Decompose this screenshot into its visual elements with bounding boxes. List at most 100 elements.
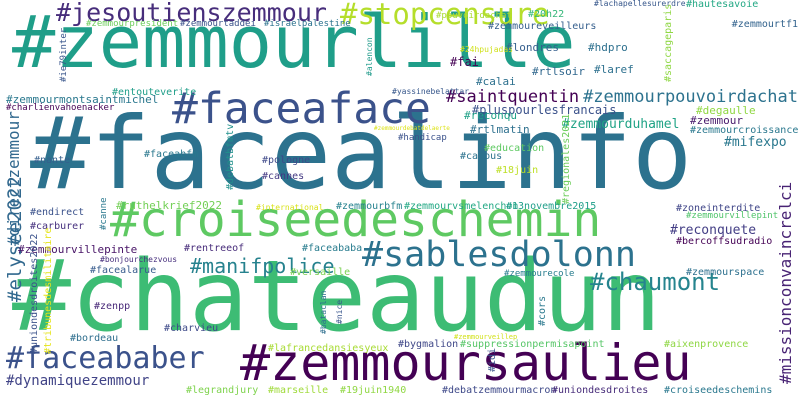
word-mifexpo: #mifexpo [724,135,787,150]
word-laref: #laref [594,63,634,76]
word-bercoffsudradio: #bercoffsudradio [676,236,773,247]
word-zemmour: #zemmour [690,114,743,127]
word-13novembre2015: #13novembre2015 [506,201,597,212]
word-zemmourdebatdelaerte: #zemmourdebatdelaerte [374,125,450,132]
word-zemmoureveilleurs: #zemmoureveilleurs [488,21,597,32]
word-tribunesdesmilitaire: #tribunesdesmilitaire [43,227,54,354]
word-education: #education [484,143,545,154]
word-pologne: #pologne [262,155,311,166]
word-faceababa: #faceababa [302,243,363,254]
word-reconqu: #reconqu [464,109,517,122]
word-zemmourcroissance: #zemmourcroissance [690,125,799,136]
word-sablesdolonn: #sablesdolonn [362,235,636,275]
word-chaumont: #chaumont [590,268,721,296]
word-facealarue: #facealarue [90,265,157,276]
word-jesoutienszemmour: #jesoutienszemmour [56,0,327,27]
word-londres: #londres [506,41,559,54]
word-croiseedeschemins: #croiseedeschemins [664,385,773,396]
word-charvieu: #charvieu [164,323,219,334]
word-zemmourpouvoirdachat: #zemmourpouvoirdachat [583,87,798,107]
word-ie79inter: #ie79inter [59,27,69,82]
word-zoneinterdite: #zoneinterdite [676,203,761,214]
word-international: #international [256,203,324,212]
word-zemmourtf1: #zemmourtf1 [731,19,798,30]
word-missionconvaincrelci: #missionconvaincrelci [776,181,795,384]
word-zemmourbfm: #zemmourbfm [336,201,403,212]
word-manifpolice: #manifpolice [190,254,335,278]
word-lafrancedansiesyeux: #lafrancedansiesyeux [268,343,389,354]
word-19juin1940: #19juin1940 [340,385,407,396]
word-handicap: #handicap [398,133,447,143]
word-faceabfm: #faceabfm [144,149,199,160]
word-hdpro: #hdpro [588,41,628,54]
word-cavous: #cavous [460,151,503,162]
word-hautesavoie: #hautesavoie [686,0,759,10]
word-pouvoirdachat: #pouvoirdachat [436,11,512,21]
word-zemmourveillep: #zemmourveillep [454,333,518,341]
word-dynamiquezemmour: #dynamiquezemmour [6,373,150,389]
word-zemmourvillepinte: #zemmourvillepinte [18,243,138,256]
word-rentreeof: #rentreeof [184,243,245,254]
word-reconquete: #reconquete [670,223,757,238]
word-18juin: #18juin [496,165,539,176]
word-bygmalion: #bygmalion [398,339,459,350]
word-saccageparis: #saccageparis [663,3,674,82]
word-israelpalestine: #israelpalestine [264,19,351,29]
word-fai: #fai [450,55,479,69]
word-zemmourvillepint: #zemmourvillepint [686,211,779,221]
word-uniondesdroites: #uniondesdroites [552,385,649,396]
word-zemmoursaulieu: #zemmoursaulieu [240,334,692,392]
word-zemmourecole: #zemmourecole [504,269,575,279]
word-faceababer: #faceababer [6,341,205,376]
word-uniondesdroites2022: #uniondesdroites2022 [29,233,40,354]
word-zemmourpresident: #zemmourpresident [86,19,179,29]
word-suppressionpermisapoint: #suppressionpermisapoint [460,339,605,350]
word-zemmourspace: #zemmourspace [686,267,765,278]
word-yassinebelattar: #yassinebelattar [392,87,470,96]
word-idi: #idi [487,347,498,372]
word-alencon: #alencon [365,37,374,76]
word-marseille: #marseille [268,385,329,396]
word-canne: #canne [99,197,109,230]
word-croiseedeschemin: #croiseedeschemin [110,192,602,248]
word-zemmourlille: #zemmourlille [12,0,576,84]
word-zemmourduhamel: #zemmourduhamel [562,117,680,132]
word-saintquentin: #saintquentin [446,87,580,107]
word-cannes: #cannes [262,171,305,182]
word-rtlsoir: #rtlsoir [532,65,585,78]
word-zemmourmontsaintmichel: #zemmourmontsaintmichel [6,93,159,106]
word-aixenprovence: #aixenprovence [664,339,749,350]
word-ruthelkrief2022: #ruthelkrief2022 [116,199,222,212]
word-bonjourchezvous: #bonjourchezvous [100,255,178,264]
word-legrandjury: #legrandjury [186,385,259,396]
word-degaulle: #degaulle [696,104,756,117]
word-pluspourlesfrancais: #pluspourlesfrancais [472,103,617,117]
word-facealinfo: #facealinfo [30,95,693,212]
word-rtlmatin: #rtlmatin [470,123,530,136]
word-24hpujadas: #24hpujadas [460,45,513,54]
word-nice: #nice [335,299,344,324]
word-faceaface: #faceaface [172,84,431,134]
word-zemmourvsmelenchon: #zemmourvsmelenchon [404,201,519,212]
word-debatbfmtv: #debatbfmtv [225,123,236,190]
word-nante: #nante [34,155,71,166]
word-bordeau: #bordeau [70,333,119,344]
word-zenpp: #zenpp [94,301,131,312]
word-versaille: #versaille [290,267,351,278]
word-charlienvahoenacker: #charlienvahoenacker [6,103,115,113]
word-20h22: #20h22 [528,9,565,20]
word-lachapellesurerdre: #lachapellesurerdre [594,0,686,8]
word-directzemmour: #directzemmour [4,111,23,246]
word-entouteverite: #entouteverite [112,87,197,98]
word-cors: #cors [537,295,548,326]
word-chateaudun: #chateaudun [12,240,662,354]
word-bataclan: #bataclan [319,290,328,334]
word-debatzemmourmacron: #debatzemmourmacron [442,385,557,396]
word-calai: #calai [476,75,516,88]
word-carburer: #carburer [30,221,85,232]
word-endirect: #endirect [30,207,85,218]
word-regionales2021: #regionales2021 [561,113,572,204]
word-stopcensure: #stopcensure [340,0,550,31]
word-zemmourtaddei: #zemmourtaddei [180,19,256,29]
